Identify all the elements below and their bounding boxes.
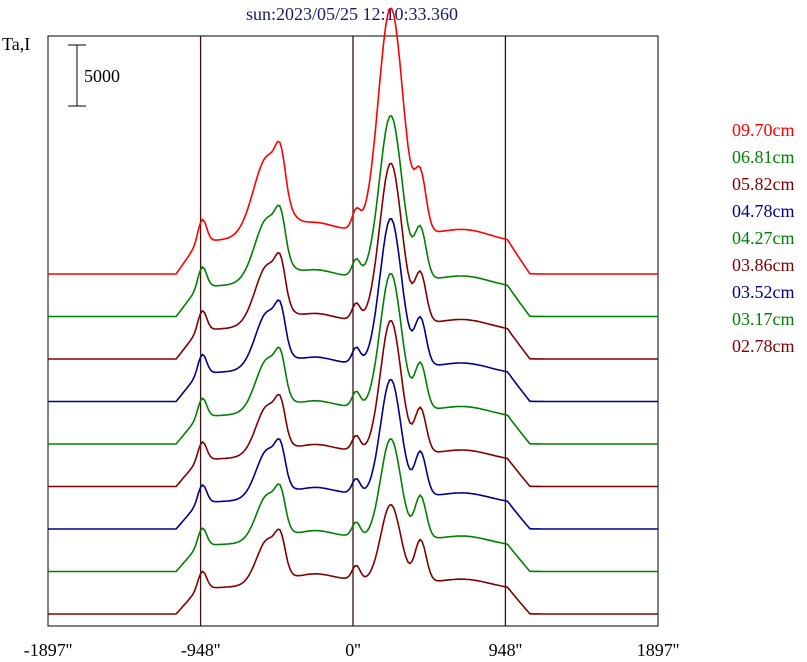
- legend-entry-03.17cm: 03.17cm: [732, 309, 795, 329]
- x-tick-labels: -1897'' -948'' 0'' 948'' 1897'': [24, 640, 679, 660]
- legend-entry-04.78cm: 04.78cm: [732, 201, 795, 221]
- chart-title: sun:2023/05/25 12:10:33.360: [246, 4, 458, 24]
- x-tick-label-4: 1897'': [637, 640, 680, 660]
- legend-entry-04.27cm: 04.27cm: [732, 228, 795, 248]
- legend-entry-02.78cm: 02.78cm: [732, 336, 795, 356]
- series-lines: [48, 7, 658, 615]
- x-tick-label-3: 948'': [489, 640, 523, 660]
- series-line-05.82cm: [48, 162, 658, 360]
- scale-bar-label: 5000: [84, 66, 120, 86]
- x-tick-label-2: 0'': [345, 640, 361, 660]
- legend-entry-06.81cm: 06.81cm: [732, 147, 795, 167]
- legend-entry-03.86cm: 03.86cm: [732, 255, 795, 275]
- y-axis-label: Ta,I: [2, 34, 30, 54]
- series-line-04.78cm: [48, 217, 658, 403]
- reference-lines: [199, 36, 507, 626]
- legend-entry-03.52cm: 03.52cm: [732, 282, 795, 302]
- series-line-04.27cm: [48, 272, 658, 445]
- series-line-03.52cm: [48, 378, 658, 530]
- series-line-09.70cm: [48, 7, 658, 275]
- legend-entry-05.82cm: 05.82cm: [732, 174, 795, 194]
- series-line-03.17cm: [48, 438, 658, 573]
- x-tick-label-1: -948'': [181, 640, 220, 660]
- legend-entry-09.70cm: 09.70cm: [732, 120, 795, 140]
- series-line-02.78cm: [48, 504, 658, 615]
- x-tick-label-0: -1897'': [24, 640, 72, 660]
- legend: 09.70cm 06.81cm 05.82cm 04.78cm 04.27cm 03.86…: [732, 120, 795, 356]
- scale-bar: 5000: [68, 44, 120, 107]
- series-line-03.86cm: [48, 319, 658, 488]
- series-line-06.81cm: [48, 115, 658, 318]
